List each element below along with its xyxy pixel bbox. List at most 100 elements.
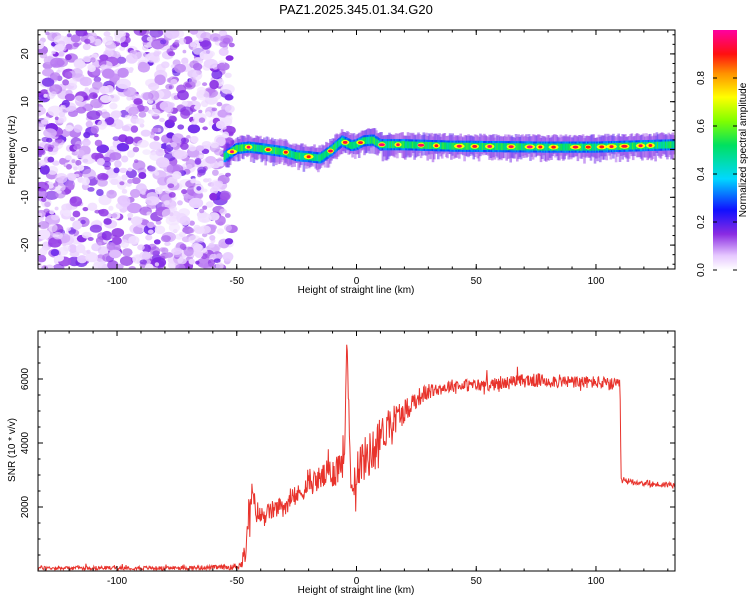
spectrogram-y-axis-label: Frequency (Hz) xyxy=(7,116,18,185)
noise-blob xyxy=(128,106,140,116)
noise-blob xyxy=(107,260,119,269)
noise-blob xyxy=(49,72,61,81)
snr-x-ticks: -100 -50 0 50 100 xyxy=(44,331,669,587)
noise-blob xyxy=(215,253,223,259)
noise-blob xyxy=(54,116,59,121)
noise-blob xyxy=(198,109,203,114)
spectrogram-y-ticks: -20 -10 0 10 20 xyxy=(20,34,675,265)
noise-blob xyxy=(177,124,185,130)
noise-blob xyxy=(202,82,208,87)
noise-blob xyxy=(225,172,231,177)
noise-blob xyxy=(111,213,118,219)
noise-blob xyxy=(222,251,234,262)
snr-plot-area xyxy=(38,331,675,571)
noise-blob xyxy=(96,189,104,196)
noise-blob xyxy=(38,262,43,268)
noise-blob xyxy=(211,69,223,80)
noise-blob xyxy=(53,182,59,187)
signal-core xyxy=(290,150,294,158)
noise-blob xyxy=(129,50,138,57)
noise-blob xyxy=(216,156,226,167)
x-tick-label: 50 xyxy=(471,576,483,587)
noise-blob xyxy=(147,221,155,229)
signal-core xyxy=(335,142,339,150)
noise-blob xyxy=(149,246,161,256)
signal-core xyxy=(477,142,481,150)
noise-blob xyxy=(87,64,96,72)
noise-blob xyxy=(215,262,224,269)
noise-blob xyxy=(213,258,221,264)
noise-blob xyxy=(73,143,81,150)
noise-blob xyxy=(120,239,130,249)
signal-core xyxy=(427,142,431,149)
noise-blob xyxy=(38,221,50,229)
noise-blob xyxy=(58,51,65,57)
noise-blob xyxy=(199,208,205,214)
noise-blob xyxy=(94,139,103,147)
signal-peak-core xyxy=(609,145,614,149)
colorbar-tick-label: 0.2 xyxy=(696,215,707,229)
noise-blob xyxy=(180,109,191,119)
noise-blob xyxy=(54,254,64,262)
noise-blob xyxy=(41,136,50,143)
noise-blob xyxy=(145,234,153,241)
noise-blob xyxy=(160,235,171,243)
noise-blob xyxy=(41,77,55,87)
noise-blob xyxy=(173,150,188,160)
noise-blob xyxy=(87,237,94,241)
snr-x-axis-label: Height of straight line (km) xyxy=(298,585,415,596)
snr-panel: -100 -50 0 50 100 2000 4000 6000 Height of str… xyxy=(7,330,676,596)
signal-core xyxy=(411,141,415,149)
noise-blob xyxy=(77,149,85,157)
noise-blob xyxy=(121,188,128,194)
noise-blob xyxy=(50,57,64,68)
noise-blob xyxy=(66,33,72,38)
noise-blob xyxy=(116,263,124,269)
signal-core xyxy=(566,143,569,151)
noise-blob xyxy=(228,42,235,48)
noise-blob xyxy=(89,224,102,233)
noise-blob xyxy=(178,231,186,238)
noise-blob xyxy=(147,229,154,234)
noise-blob xyxy=(73,124,83,133)
noise-blob xyxy=(209,79,219,90)
noise-blob xyxy=(189,30,199,35)
noise-blob xyxy=(163,200,170,206)
signal-core xyxy=(235,145,238,153)
signal-core xyxy=(562,143,565,151)
noise-blob xyxy=(87,202,98,211)
noise-blob xyxy=(219,192,231,202)
colorbar-gradient xyxy=(713,30,737,270)
signal-peak-core xyxy=(599,145,605,149)
signal-core xyxy=(518,143,522,151)
signal-core xyxy=(272,146,275,154)
noise-blob xyxy=(187,124,201,134)
colorbar-ticks: 0.0 0.2 0.4 0.6 0.8 xyxy=(696,71,737,277)
signal-core xyxy=(315,154,319,162)
noise-blob xyxy=(50,249,60,257)
signal-core xyxy=(522,143,526,151)
noise-blob xyxy=(174,39,180,45)
noise-blob xyxy=(74,173,80,178)
signal-peak-core xyxy=(434,144,439,148)
noise-blob xyxy=(113,167,120,174)
noise-blob xyxy=(183,246,194,257)
noise-blob xyxy=(44,116,50,121)
colorbar: 0.0 0.2 0.4 0.6 0.8 Normalized spectral ampl… xyxy=(696,30,749,277)
noise-blob xyxy=(171,247,183,255)
noise-blob xyxy=(85,252,98,263)
noise-blob xyxy=(103,31,111,37)
noise-blob xyxy=(74,95,84,103)
colorbar-tick-label: 0.0 xyxy=(696,263,707,277)
figure-title: PAZ1.2025.345.01.34.G20 xyxy=(279,2,433,17)
y-tick-label: 20 xyxy=(20,48,31,60)
noise-blob xyxy=(203,178,209,183)
noise-blob xyxy=(125,169,137,179)
signal-peak-core xyxy=(358,141,363,145)
noise-blob xyxy=(149,141,162,151)
signal-core xyxy=(448,142,452,150)
noise-blob xyxy=(175,263,186,269)
noise-blob xyxy=(168,115,177,123)
noise-blob xyxy=(82,43,91,51)
noise-blob xyxy=(66,164,72,170)
